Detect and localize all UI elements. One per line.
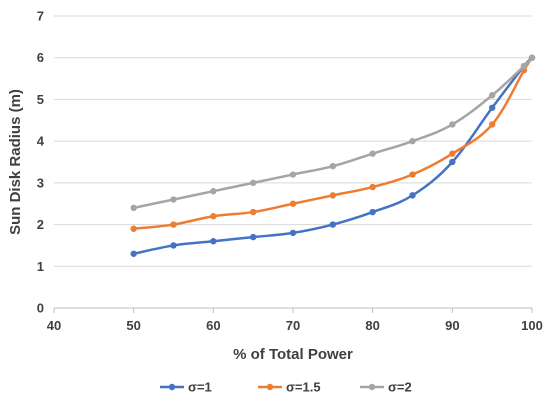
y-axis-title: Sun Disk Radius (m)	[7, 89, 24, 235]
y-tick-label: 4	[37, 134, 45, 149]
data-point	[210, 188, 217, 195]
x-tick-label: 80	[365, 318, 379, 333]
y-tick-label: 6	[37, 50, 44, 65]
data-point	[170, 221, 177, 228]
legend-label: σ=1.5	[286, 380, 321, 395]
data-point	[488, 92, 496, 99]
y-tick-label: 7	[37, 9, 44, 24]
legend-swatch-marker	[368, 383, 376, 391]
legend-swatch-marker	[266, 383, 274, 391]
gridlines	[54, 15, 532, 267]
legend: σ=1 σ=1.5 σ=2	[160, 380, 412, 395]
legend-entry: σ=2	[360, 380, 412, 395]
data-point	[289, 171, 297, 178]
y-tick-label: 0	[37, 301, 44, 316]
series-1	[130, 54, 536, 257]
data-point	[130, 204, 137, 212]
tick-labels: 0 1 2 3 4 5 6 7 40 50 60 70 80 90 100	[37, 9, 543, 334]
x-tick-label: 70	[286, 318, 300, 333]
x-tick-label: 50	[126, 318, 140, 333]
data-point	[210, 213, 217, 220]
data-point	[249, 179, 257, 187]
data-point	[130, 250, 137, 257]
data-point	[488, 104, 496, 111]
data-point	[329, 221, 337, 228]
legend-label: σ=2	[388, 380, 412, 395]
data-point	[409, 171, 416, 178]
legend-swatch-marker	[168, 383, 176, 391]
x-tick-label: 100	[521, 318, 543, 333]
data-point	[528, 54, 536, 61]
x-axis-title: % of Total Power	[233, 346, 353, 363]
data-point	[170, 242, 177, 249]
data-point	[369, 183, 376, 191]
x-tick-label: 60	[206, 318, 220, 333]
legend-label: σ=1	[188, 380, 212, 395]
x-tick-label: 40	[47, 318, 61, 333]
series-line	[133, 56, 533, 210]
axes	[53, 307, 533, 313]
series-2	[130, 54, 536, 232]
y-tick-label: 2	[37, 217, 44, 232]
data-point	[289, 229, 297, 237]
series-3	[130, 54, 536, 212]
data-point	[369, 150, 376, 157]
data-point	[409, 192, 416, 199]
series-lines	[130, 54, 536, 257]
data-point	[289, 200, 297, 207]
series-line	[133, 57, 534, 230]
data-point	[249, 208, 257, 216]
y-tick-label: 1	[37, 259, 44, 274]
data-point	[210, 238, 217, 245]
x-tick-label: 90	[445, 318, 459, 333]
data-point	[369, 208, 376, 216]
data-point	[329, 162, 337, 170]
data-point	[249, 233, 257, 241]
data-point	[488, 121, 496, 128]
data-point	[520, 62, 528, 70]
data-point	[449, 121, 456, 128]
data-point	[329, 192, 337, 199]
data-point	[449, 158, 456, 166]
data-point	[449, 150, 456, 157]
y-tick-label: 3	[37, 175, 44, 190]
legend-entry: σ=1	[160, 380, 212, 395]
data-point	[170, 196, 177, 203]
data-point	[130, 225, 137, 232]
data-point	[409, 137, 416, 145]
legend-entry: σ=1.5	[258, 380, 321, 395]
y-tick-label: 5	[37, 92, 44, 107]
